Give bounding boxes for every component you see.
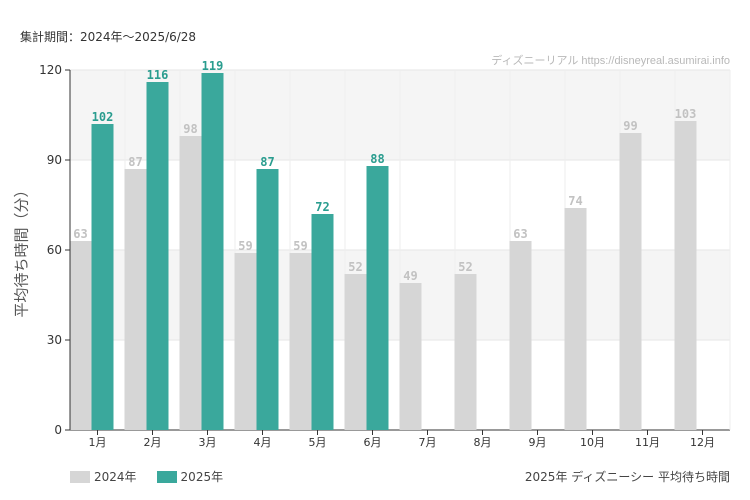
data-label: 59: [238, 239, 252, 253]
source-watermark: ディズニーリアル https://disneyreal.asumirai.inf…: [491, 55, 730, 67]
data-label: 88: [370, 152, 384, 166]
bar-2024年-3月[interactable]: [179, 136, 202, 430]
x-tick-label: 6月: [364, 436, 382, 449]
bar-2025年-1月[interactable]: [91, 124, 114, 430]
data-label: 119: [202, 59, 224, 73]
data-label: 63: [513, 227, 527, 241]
data-label: 74: [568, 194, 582, 208]
x-tick-label: 10月: [580, 436, 605, 449]
legend-item-2025[interactable]: 2025年: [156, 468, 224, 485]
bar-2025年-6月[interactable]: [366, 166, 389, 430]
bar-2024年-5月[interactable]: [289, 253, 312, 430]
legend-swatch-2024: [70, 470, 90, 483]
bar-2024年-8月[interactable]: [454, 274, 477, 430]
data-label: 49: [403, 269, 417, 283]
x-tick-label: 11月: [635, 436, 660, 449]
bar-2024年-10月[interactable]: [564, 208, 587, 430]
data-label: 102: [92, 110, 114, 124]
x-tick-label: 8月: [474, 436, 492, 449]
x-tick-label: 4月: [254, 436, 272, 449]
x-tick-label: 2月: [144, 436, 162, 449]
legend-label-2025: 2025年: [180, 470, 224, 484]
bar-2025年-3月[interactable]: [201, 73, 224, 430]
bar-2024年-6月[interactable]: [344, 274, 367, 430]
bar-2025年-5月[interactable]: [311, 214, 334, 430]
y-tick-label: 60: [47, 243, 62, 257]
y-tick-label: 30: [47, 333, 62, 347]
data-label: 98: [183, 122, 197, 136]
bar-2024年-9月[interactable]: [509, 241, 532, 430]
bar-2024年-2月[interactable]: [124, 169, 147, 430]
data-label: 59: [293, 239, 307, 253]
data-label: 63: [73, 227, 87, 241]
bar-2024年-11月[interactable]: [619, 133, 642, 430]
y-tick-label: 0: [54, 423, 62, 437]
x-tick-label: 5月: [309, 436, 327, 449]
chart-caption: 2025年 ディズニーシー 平均待ち時間: [524, 470, 730, 484]
x-tick-label: 7月: [419, 436, 437, 449]
legend-swatch-2025: [156, 470, 177, 483]
x-tick-label: 1月: [89, 436, 107, 449]
bar-2024年-7月[interactable]: [399, 283, 422, 430]
data-label: 72: [315, 200, 329, 214]
x-tick-label: 12月: [690, 436, 715, 449]
data-label: 87: [260, 155, 274, 169]
period-label: 集計期間：2024年～2025/6/28: [20, 30, 197, 44]
data-label: 116: [147, 68, 169, 82]
data-label: 99: [623, 119, 637, 133]
bar-2025年-4月[interactable]: [256, 169, 279, 430]
legend-label-2024: 2024年: [94, 470, 137, 484]
data-label: 87: [128, 155, 142, 169]
legend: 2024年 2025年: [70, 468, 223, 485]
bar-2024年-4月[interactable]: [234, 253, 257, 430]
y-tick-label: 90: [47, 153, 62, 167]
y-tick-label: 120: [39, 63, 62, 77]
data-label: 52: [348, 260, 362, 274]
data-label: 103: [675, 107, 697, 121]
bar-2025年-2月[interactable]: [146, 82, 169, 430]
x-tick-label: 9月: [529, 436, 547, 449]
x-tick-label: 3月: [199, 436, 217, 449]
data-label: 52: [458, 260, 472, 274]
legend-item-2024[interactable]: 2024年: [70, 468, 137, 485]
bar-2024年-12月[interactable]: [674, 121, 697, 430]
bar-2024年-1月[interactable]: [69, 241, 92, 430]
